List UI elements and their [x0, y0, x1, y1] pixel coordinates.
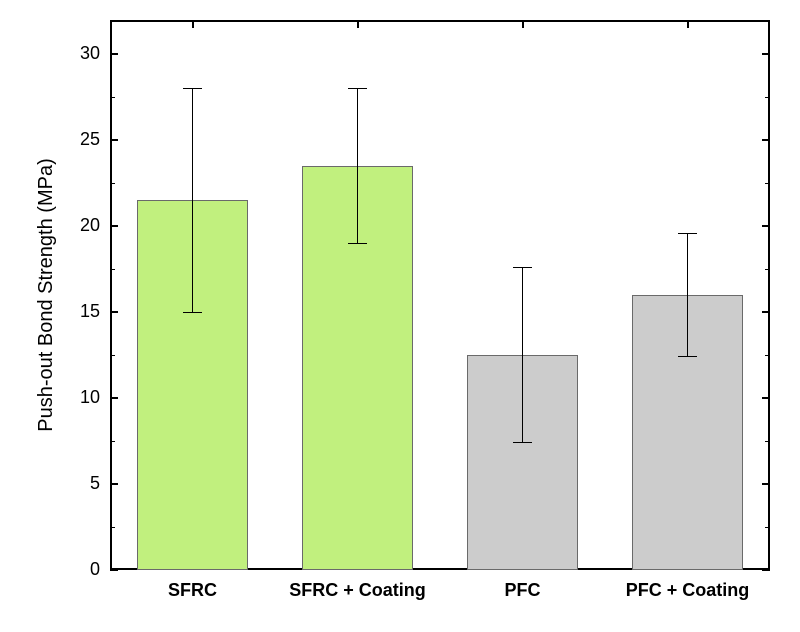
y-tick-mark [762, 483, 770, 485]
error-cap [678, 233, 698, 234]
y-axis-title: Push-out Bond Strength (MPa) [35, 115, 58, 475]
y-tick-mark [110, 53, 118, 55]
error-cap [678, 356, 698, 357]
error-cap [348, 243, 368, 244]
y-minor-tick [110, 355, 115, 356]
y-tick-label: 15 [60, 301, 100, 322]
y-tick-label: 20 [60, 215, 100, 236]
y-tick-mark [762, 569, 770, 571]
error-bar [192, 89, 193, 312]
y-tick-mark [110, 225, 118, 227]
y-minor-tick [110, 527, 115, 528]
y-tick-mark [110, 139, 118, 141]
y-tick-label: 0 [60, 559, 100, 580]
y-minor-tick [765, 441, 770, 442]
x-tick-label: SFRC + Coating [289, 580, 426, 601]
error-bar [522, 268, 523, 443]
y-tick-mark [762, 225, 770, 227]
y-tick-mark [110, 483, 118, 485]
x-tick-mark [522, 20, 524, 28]
y-minor-tick [765, 527, 770, 528]
x-tick-label: SFRC [168, 580, 217, 601]
error-bar [357, 89, 358, 244]
x-tick-mark [687, 20, 689, 28]
error-cap [348, 88, 368, 89]
y-tick-mark [110, 311, 118, 313]
y-tick-label: 10 [60, 387, 100, 408]
y-minor-tick [765, 183, 770, 184]
y-minor-tick [110, 183, 115, 184]
y-minor-tick [110, 441, 115, 442]
error-bar [687, 233, 688, 357]
x-tick-mark [357, 20, 359, 28]
error-cap [183, 312, 203, 313]
y-minor-tick [765, 269, 770, 270]
y-tick-label: 25 [60, 129, 100, 150]
x-tick-mark [192, 20, 194, 28]
y-minor-tick [765, 355, 770, 356]
y-minor-tick [110, 97, 115, 98]
bond-strength-chart: Push-out Bond Strength (MPa) 0 5 10 15 20 25 3… [0, 0, 800, 632]
error-cap [513, 442, 533, 443]
x-tick-label: PFC [505, 580, 541, 601]
error-cap [183, 88, 203, 89]
error-cap [513, 267, 533, 268]
y-tick-mark [762, 397, 770, 399]
y-minor-tick [110, 269, 115, 270]
y-minor-tick [765, 97, 770, 98]
y-tick-label: 30 [60, 43, 100, 64]
y-tick-label: 5 [60, 473, 100, 494]
y-tick-mark [762, 139, 770, 141]
y-tick-mark [762, 53, 770, 55]
y-tick-mark [762, 311, 770, 313]
y-tick-mark [110, 569, 118, 571]
x-tick-label: PFC + Coating [626, 580, 750, 601]
y-tick-mark [110, 397, 118, 399]
